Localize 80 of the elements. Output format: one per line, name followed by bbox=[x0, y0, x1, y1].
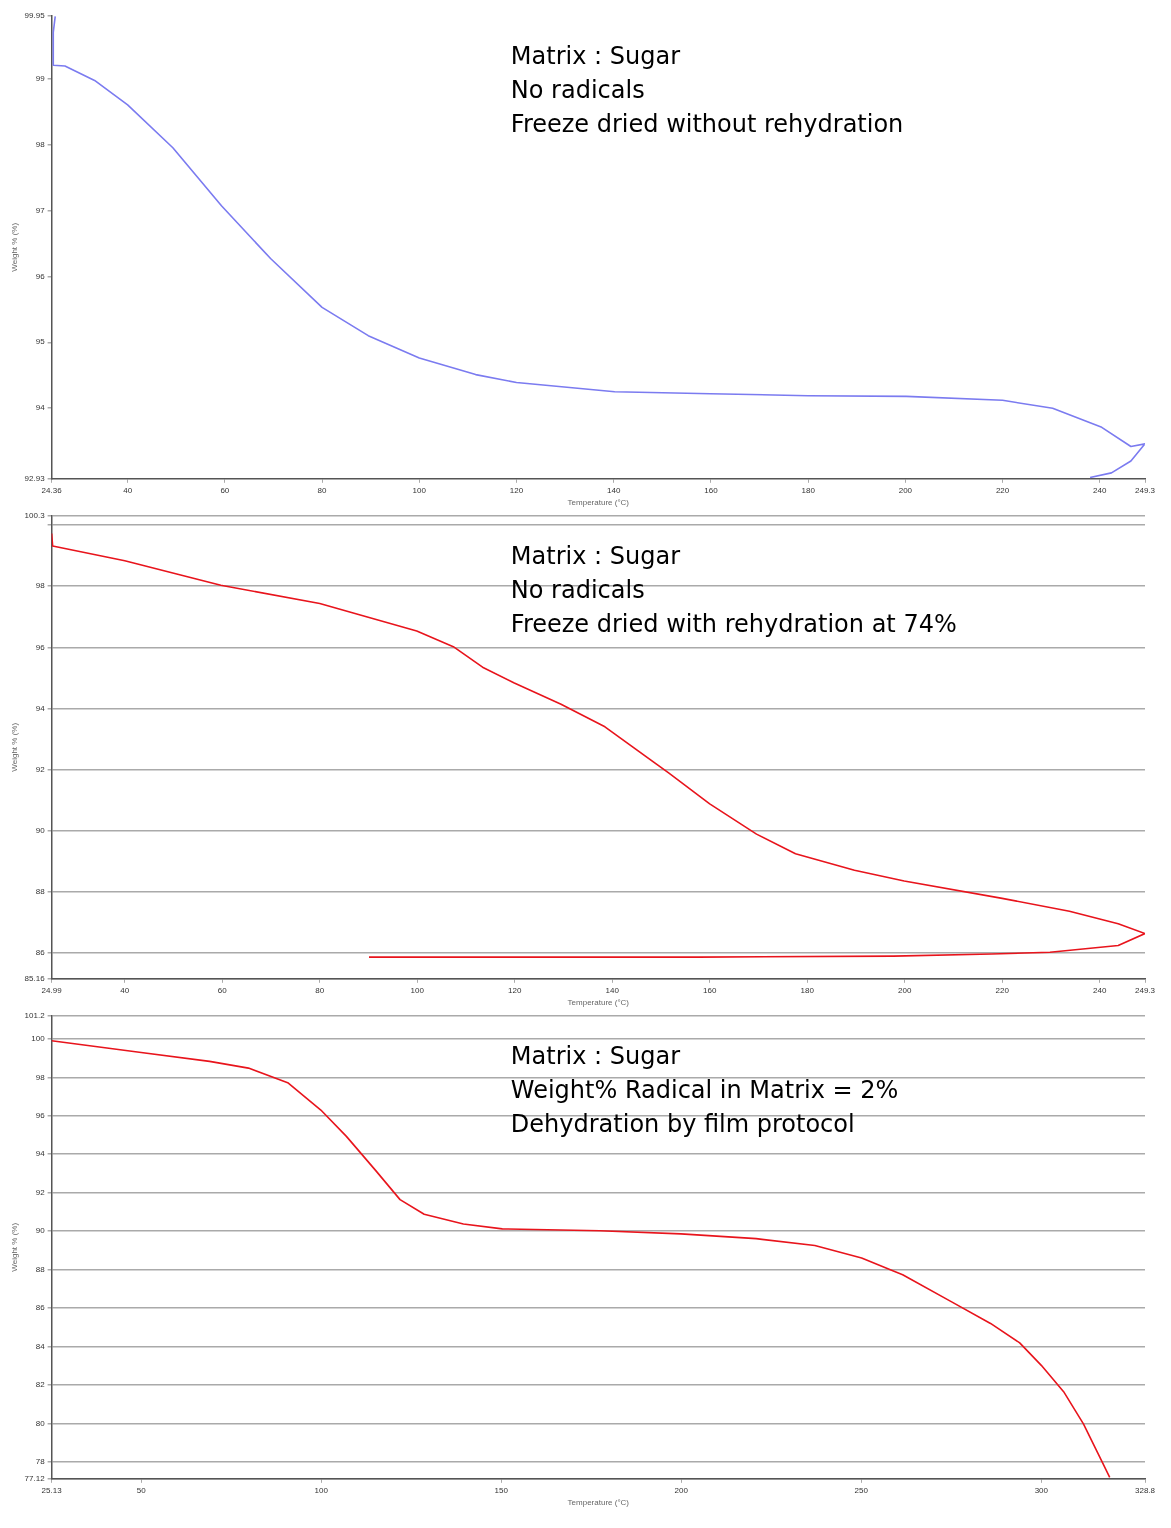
y-tick-label: 96 bbox=[35, 271, 46, 281]
x-tick-label: 160 bbox=[704, 485, 719, 495]
x-tick-label: 40 bbox=[120, 985, 130, 995]
y-tick-label: 90 bbox=[35, 825, 46, 835]
x-tick-label: 24.36 bbox=[41, 485, 63, 495]
annotation: Matrix : Sugar bbox=[510, 1042, 681, 1071]
x-tick-label: 25.13 bbox=[41, 1485, 63, 1495]
y-tick-label: 86 bbox=[35, 948, 46, 958]
y-axis-title: Weight % (%) bbox=[10, 222, 19, 272]
x-tick-label: 180 bbox=[801, 485, 816, 495]
x-tick-label: 100 bbox=[314, 1485, 329, 1495]
y-tick-label: 84 bbox=[35, 1341, 46, 1351]
annotation: No radicals bbox=[510, 76, 645, 105]
y-tick-label: 92 bbox=[35, 1187, 46, 1197]
y-tick-label: 98 bbox=[35, 581, 46, 591]
x-tick-label: 24.99 bbox=[41, 985, 63, 995]
y-tick-label: 96 bbox=[35, 642, 46, 652]
x-tick-label: 240 bbox=[1093, 485, 1108, 495]
x-tick-label: 40 bbox=[123, 485, 133, 495]
annotation: Matrix : Sugar bbox=[510, 42, 681, 71]
x-axis-title: Temperature (°C) bbox=[567, 1498, 630, 1508]
annotation: Freeze dried with rehydration at 74% bbox=[510, 610, 957, 639]
y-tick-label: 92.93 bbox=[24, 474, 46, 483]
x-axis-title: Temperature (°C) bbox=[567, 498, 630, 508]
x-tick-label: 100 bbox=[410, 985, 425, 995]
y-tick-label: 100 bbox=[31, 1034, 46, 1044]
y-tick-label: 85.16 bbox=[24, 974, 46, 983]
x-tick-label: 220 bbox=[995, 485, 1010, 495]
y-tick-label: 78 bbox=[35, 1457, 46, 1467]
y-tick-label: 96 bbox=[35, 1110, 46, 1120]
x-tick-label: 60 bbox=[220, 485, 230, 495]
x-tick-label: 120 bbox=[509, 485, 524, 495]
x-tick-label: 200 bbox=[674, 1485, 689, 1495]
x-tick-label: 180 bbox=[800, 985, 815, 995]
x-tick-label: 249.3 bbox=[1134, 985, 1156, 995]
y-axis-title: Weight % (%) bbox=[10, 722, 19, 772]
x-tick-label: 150 bbox=[494, 1485, 509, 1495]
annotation: Freeze dried without rehydration bbox=[510, 110, 904, 139]
x-tick-label: 140 bbox=[607, 485, 621, 495]
x-axis-title: Temperature (°C) bbox=[567, 998, 630, 1008]
y-tick-label: 94 bbox=[35, 703, 46, 713]
x-tick-label: 160 bbox=[703, 985, 717, 995]
y-tick-label: 99 bbox=[35, 73, 46, 83]
x-tick-label: 328.8 bbox=[1134, 1485, 1156, 1495]
y-tick-label: 98 bbox=[35, 139, 46, 149]
y-tick-label: 97 bbox=[35, 205, 46, 215]
y-tick-label: 94 bbox=[35, 403, 46, 413]
x-tick-label: 240 bbox=[1092, 985, 1107, 995]
x-tick-label: 50 bbox=[136, 1485, 147, 1495]
y-tick-label: 77.12 bbox=[24, 1474, 46, 1483]
y-tick-label: 99.95 bbox=[24, 11, 46, 20]
y-tick-label: 100.3 bbox=[24, 511, 46, 520]
x-tick-label: 200 bbox=[898, 985, 912, 995]
annotation: Dehydration by film protocol bbox=[510, 1110, 855, 1139]
x-tick-label: 200 bbox=[898, 485, 913, 495]
annotation: Weight% Radical in Matrix = 2% bbox=[510, 1076, 899, 1105]
y-tick-label: 80 bbox=[35, 1418, 46, 1428]
x-tick-label: 220 bbox=[995, 985, 1010, 995]
y-tick-label: 95 bbox=[35, 337, 46, 347]
x-tick-label: 60 bbox=[217, 985, 228, 995]
y-tick-label: 88 bbox=[35, 1264, 46, 1274]
x-tick-label: 140 bbox=[605, 985, 620, 995]
x-tick-label: 300 bbox=[1034, 1485, 1049, 1495]
y-axis-title: Weight % (%) bbox=[10, 1222, 19, 1272]
y-tick-label: 88 bbox=[35, 887, 46, 897]
x-tick-label: 249.3 bbox=[1134, 485, 1156, 495]
x-tick-label: 80 bbox=[315, 985, 325, 995]
y-tick-label: 98 bbox=[35, 1072, 46, 1082]
y-tick-label: 101.2 bbox=[24, 1011, 46, 1020]
y-tick-label: 90 bbox=[35, 1226, 46, 1236]
x-tick-label: 250 bbox=[854, 1485, 869, 1495]
x-tick-label: 120 bbox=[508, 985, 522, 995]
annotation: Matrix : Sugar bbox=[510, 542, 681, 571]
y-tick-label: 86 bbox=[35, 1303, 46, 1313]
annotation: No radicals bbox=[510, 576, 645, 605]
y-tick-label: 92 bbox=[35, 764, 46, 774]
x-tick-label: 80 bbox=[317, 485, 328, 495]
x-tick-label: 100 bbox=[412, 485, 427, 495]
y-tick-label: 94 bbox=[35, 1149, 46, 1159]
y-tick-label: 82 bbox=[35, 1380, 46, 1390]
